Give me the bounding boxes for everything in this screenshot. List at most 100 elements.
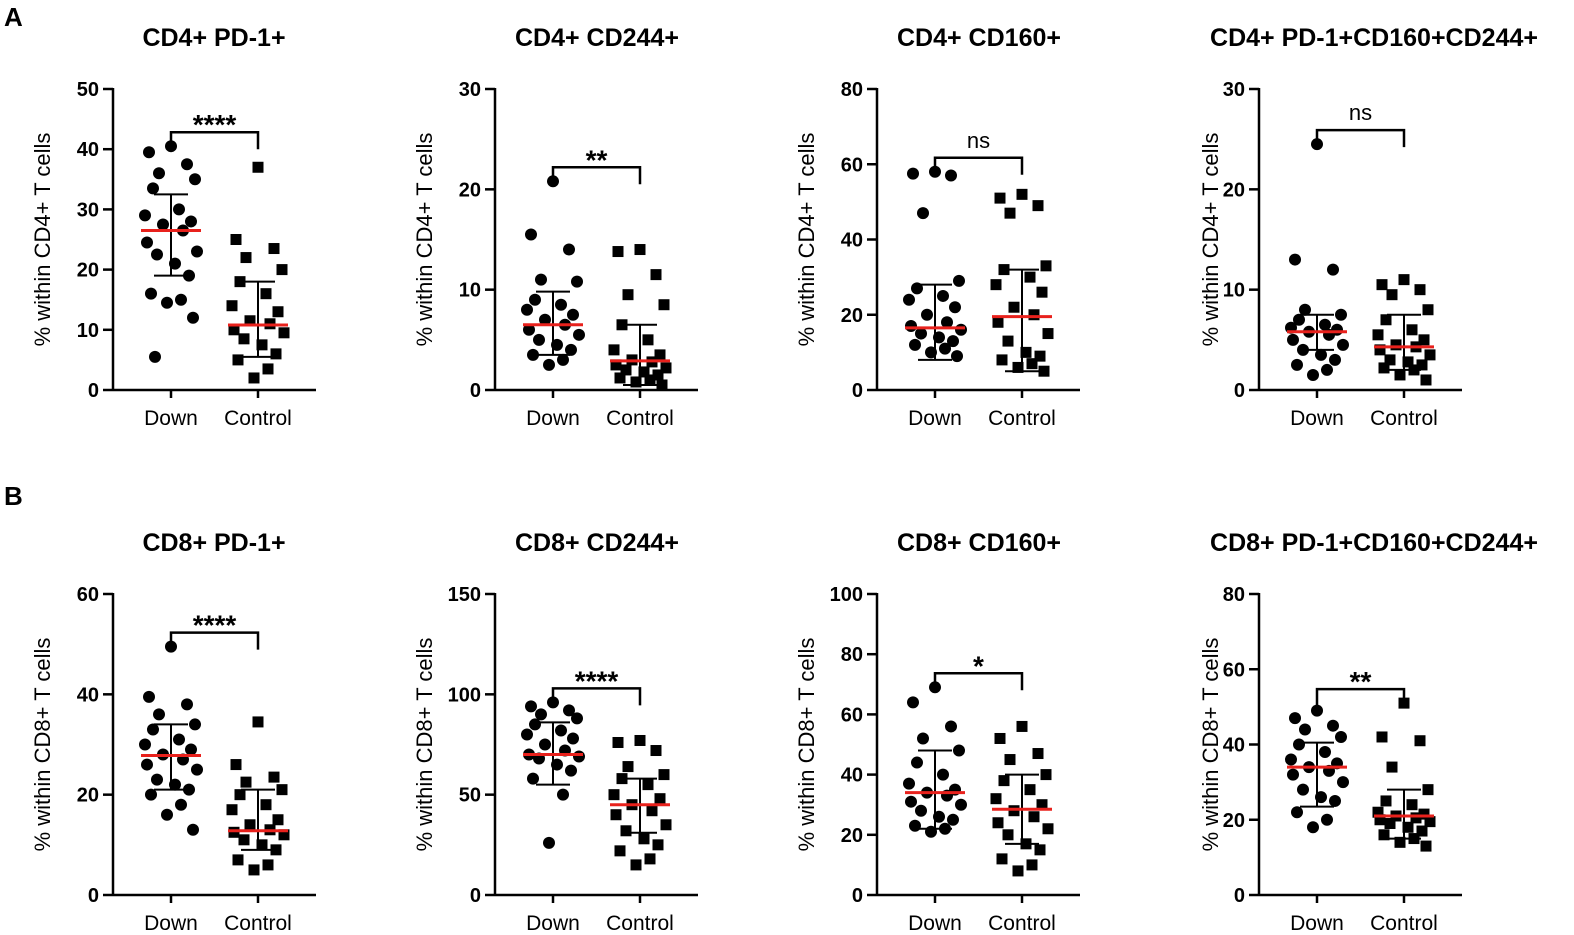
panel-label-b: B bbox=[4, 481, 23, 511]
data-point bbox=[642, 334, 654, 346]
data-point bbox=[996, 853, 1008, 865]
data-point bbox=[992, 316, 1004, 328]
series-down bbox=[521, 696, 585, 849]
data-point bbox=[145, 788, 157, 801]
data-point bbox=[1337, 338, 1349, 351]
data-point bbox=[1384, 818, 1396, 830]
data-point bbox=[529, 293, 541, 306]
data-point bbox=[563, 243, 575, 256]
data-point bbox=[608, 789, 620, 801]
chart-cd8-2: CD8+ CD244+ % within CD8+ T cells 0 50 100 15… bbox=[412, 529, 698, 935]
data-point bbox=[608, 344, 620, 356]
data-point bbox=[151, 773, 163, 786]
data-point bbox=[244, 315, 256, 327]
data-point bbox=[234, 276, 246, 288]
data-point bbox=[1321, 813, 1333, 826]
data-point bbox=[535, 273, 547, 286]
data-point bbox=[644, 853, 656, 865]
data-point bbox=[1307, 821, 1319, 834]
data-point bbox=[543, 836, 555, 849]
data-point bbox=[573, 328, 585, 341]
data-point bbox=[646, 805, 658, 817]
data-point bbox=[187, 823, 199, 836]
data-point bbox=[644, 374, 656, 386]
data-point bbox=[610, 359, 622, 371]
data-point bbox=[990, 279, 1002, 291]
data-point bbox=[1038, 365, 1050, 377]
y-tick-label: 0 bbox=[852, 380, 863, 402]
data-point bbox=[1032, 200, 1044, 212]
y-tick-label: 40 bbox=[77, 684, 99, 706]
data-point bbox=[248, 372, 260, 384]
y-tick-label: 80 bbox=[841, 644, 863, 666]
data-point bbox=[260, 288, 272, 300]
data-point bbox=[1380, 314, 1392, 326]
data-point bbox=[616, 319, 628, 331]
x-tick-label: Control bbox=[224, 407, 292, 430]
data-point bbox=[226, 300, 238, 312]
x-tick-label: Control bbox=[988, 407, 1056, 430]
data-point bbox=[907, 167, 919, 180]
data-point bbox=[909, 338, 921, 351]
data-point bbox=[1034, 844, 1046, 856]
data-point bbox=[147, 182, 159, 195]
data-point bbox=[620, 825, 632, 837]
data-point bbox=[614, 845, 626, 857]
x-tick-label: Control bbox=[988, 912, 1056, 935]
data-point bbox=[1291, 806, 1303, 819]
data-point bbox=[652, 839, 664, 851]
significance-bracket bbox=[1315, 687, 1406, 707]
series-down bbox=[1285, 138, 1349, 381]
significance-label: **** bbox=[193, 109, 237, 140]
data-point bbox=[1337, 776, 1349, 789]
x-tick-label: Control bbox=[1370, 912, 1438, 935]
y-axis-label: % within CD8+ T cells bbox=[30, 638, 55, 852]
data-point bbox=[937, 289, 949, 302]
y-tick-label: 40 bbox=[77, 139, 99, 161]
data-point bbox=[525, 700, 537, 713]
data-point bbox=[268, 243, 280, 255]
data-point bbox=[147, 723, 159, 736]
data-point bbox=[527, 772, 539, 785]
data-point bbox=[1042, 328, 1054, 340]
x-tick-label: Down bbox=[908, 407, 962, 430]
data-point bbox=[652, 369, 664, 381]
data-point bbox=[612, 246, 624, 258]
data-point bbox=[1376, 731, 1388, 743]
data-point bbox=[610, 809, 622, 821]
series-down bbox=[903, 165, 967, 363]
data-point bbox=[256, 839, 268, 851]
data-point bbox=[539, 738, 551, 751]
data-point bbox=[565, 343, 577, 356]
y-tick-label: 10 bbox=[459, 280, 481, 302]
data-point bbox=[996, 354, 1008, 366]
x-tick-label: Down bbox=[144, 912, 198, 935]
data-point bbox=[141, 758, 153, 771]
y-tick-label: 40 bbox=[841, 230, 863, 252]
data-point bbox=[175, 293, 187, 306]
data-point bbox=[1004, 207, 1016, 219]
data-point bbox=[1327, 719, 1339, 732]
x-tick-label: Down bbox=[1290, 407, 1344, 430]
data-point bbox=[660, 819, 672, 831]
x-tick-label: Control bbox=[606, 912, 674, 935]
data-point bbox=[1034, 350, 1046, 362]
y-tick-label: 40 bbox=[1223, 735, 1245, 757]
data-point bbox=[230, 234, 242, 245]
significance-label: ** bbox=[1350, 666, 1372, 697]
data-point bbox=[990, 793, 1002, 805]
data-point bbox=[523, 323, 535, 336]
x-tick-label: Down bbox=[144, 407, 198, 430]
data-point bbox=[955, 798, 967, 811]
data-point bbox=[268, 771, 280, 783]
data-point bbox=[1424, 816, 1436, 828]
data-point bbox=[951, 350, 963, 363]
data-point bbox=[915, 327, 927, 340]
data-point bbox=[175, 798, 187, 811]
data-point bbox=[191, 763, 203, 776]
series-down bbox=[139, 640, 203, 836]
data-point bbox=[1293, 738, 1305, 751]
data-point bbox=[1036, 799, 1048, 811]
data-point bbox=[270, 348, 282, 360]
data-point bbox=[557, 353, 569, 366]
